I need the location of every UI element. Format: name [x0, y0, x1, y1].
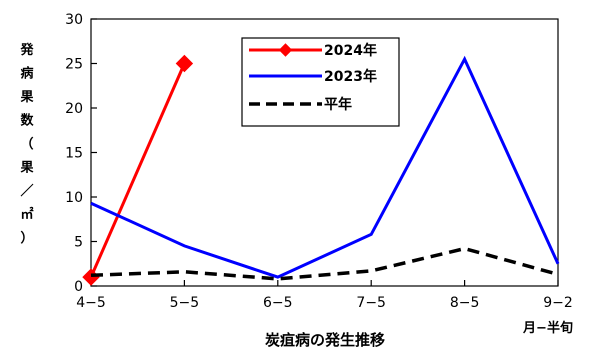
x-axis-unit: 月−半旬 [522, 320, 573, 336]
y-tick-label: 5 [74, 235, 83, 251]
y-tick-label: 30 [65, 12, 83, 28]
series-point-0 [82, 268, 100, 286]
legend-box [241, 37, 400, 127]
series-line-1 [90, 55, 560, 279]
x-tick-label: 7−5 [356, 295, 386, 311]
legend-label-0: 2024年 [324, 42, 377, 59]
y-tick-label: 15 [65, 146, 83, 162]
x-axis-title: 炭疽病の発生推移 [265, 331, 385, 349]
x-tick-label: 5−5 [170, 295, 200, 311]
legend-marker-0 [278, 43, 293, 57]
x-tick-label: 9−2 [543, 295, 573, 311]
series-point-0 [175, 54, 194, 73]
y-tick-label: 20 [65, 101, 83, 117]
y-tick-label: 25 [65, 57, 83, 73]
x-tick-label: 6−5 [263, 295, 293, 311]
y-tick-label: 10 [65, 190, 83, 206]
x-tick-label: 8−5 [450, 295, 480, 311]
legend-label-1: 2023年 [324, 68, 377, 85]
legend-label-2: 平年 [324, 96, 352, 113]
y-axis-title: 発病果数（果／㎡） [19, 42, 34, 246]
y-tick-label: 0 [74, 279, 83, 295]
x-tick-label: 4−5 [76, 295, 106, 311]
series-line-2 [90, 246, 559, 281]
series-line-0 [89, 62, 186, 278]
